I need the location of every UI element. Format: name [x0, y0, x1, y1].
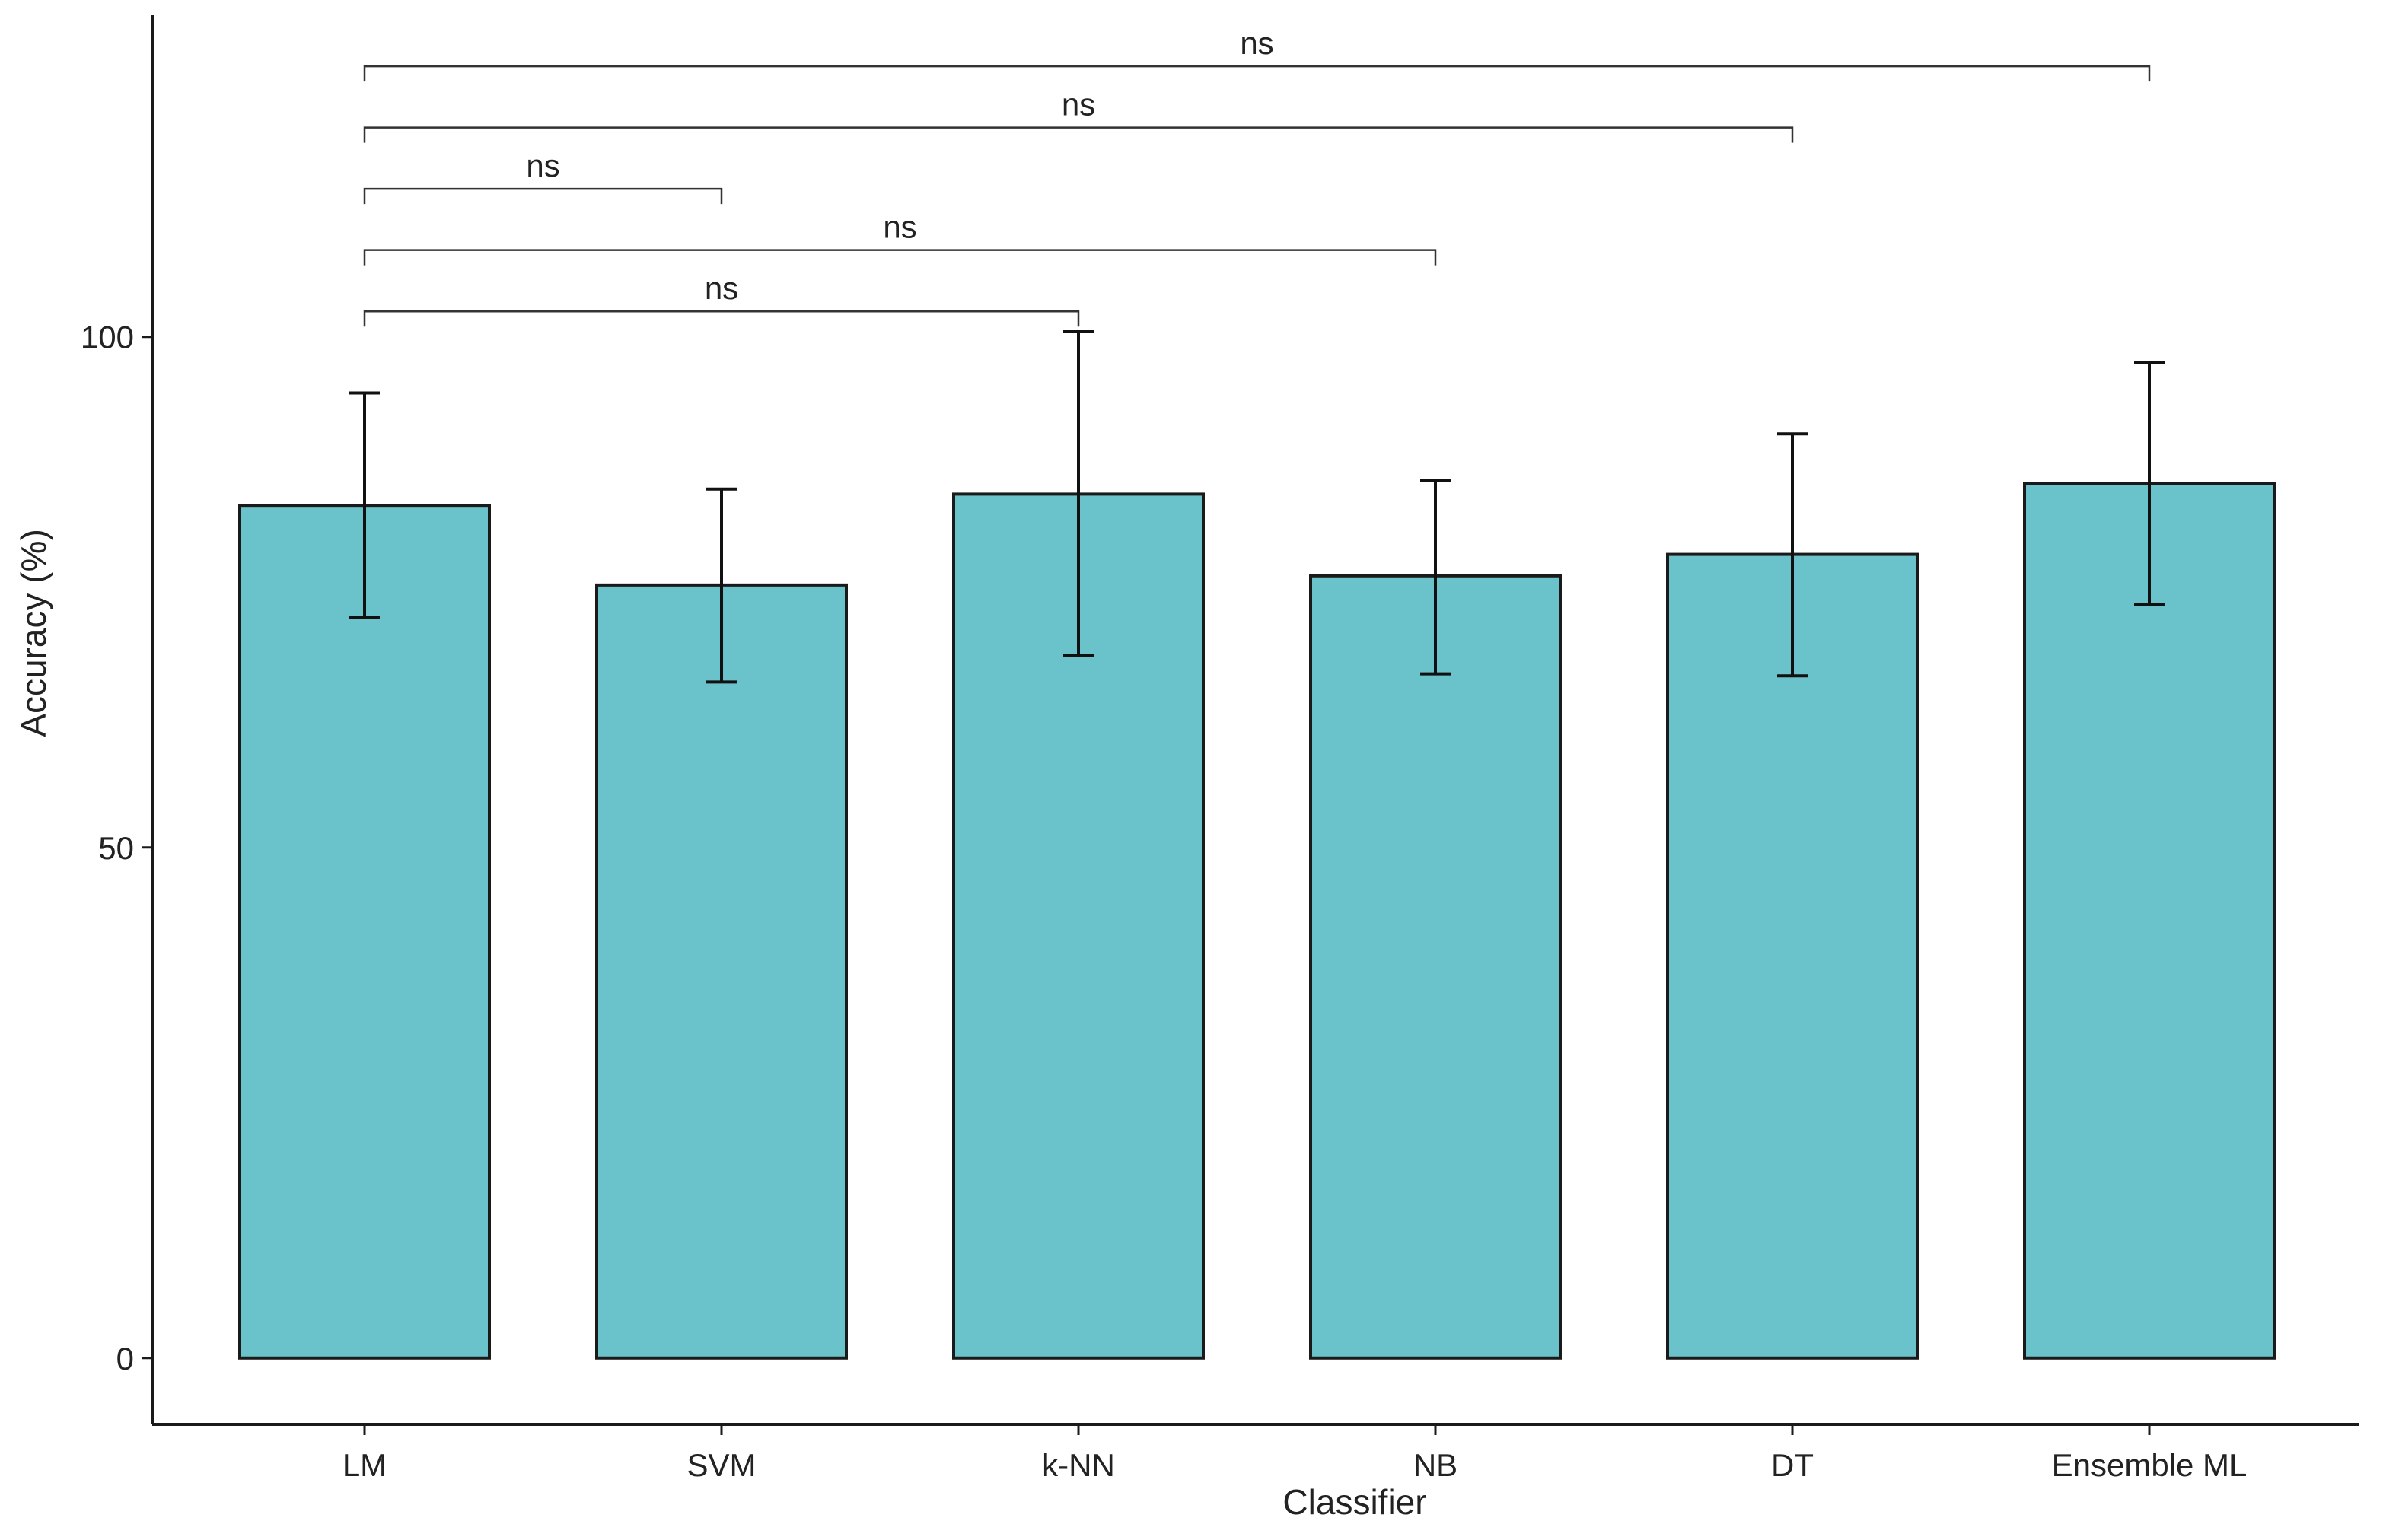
bar-ensemble-ml: [2023, 482, 2276, 1360]
y-tick-label: 0: [116, 1341, 134, 1376]
x-axis-title: Classifier: [1282, 1482, 1426, 1522]
significance-bracket: [363, 65, 2151, 82]
significance-brackets: ns ns ns ns ns: [363, 25, 2151, 327]
axes: [151, 15, 2359, 1426]
y-axis-title: Accuracy (%): [14, 529, 53, 737]
significance-bracket: [363, 187, 723, 205]
significance-bracket: [363, 249, 1437, 266]
significance-label: ns: [526, 148, 559, 183]
x-tick-label: Ensemble ML: [2052, 1447, 2247, 1483]
significance-bracket: [363, 126, 1794, 143]
x-ticks: LM SVM k-NN NB DT Ensemble ML: [342, 1424, 2247, 1483]
x-tick-label: LM: [342, 1447, 387, 1483]
significance-label: ns: [1062, 87, 1095, 123]
significance-bracket: [363, 310, 1080, 327]
y-tick-label: 50: [98, 830, 134, 866]
bar-dt: [1666, 552, 1919, 1360]
x-tick-label: NB: [1413, 1447, 1457, 1483]
x-tick-label: DT: [1771, 1447, 1814, 1483]
y-ticks: 0 50 100: [81, 320, 152, 1376]
bar-nb: [1309, 574, 1562, 1360]
bar-lm: [238, 504, 491, 1360]
significance-label: ns: [883, 209, 916, 245]
bar-svm: [595, 583, 848, 1360]
x-tick-label: SVM: [686, 1447, 756, 1483]
x-tick-label: k-NN: [1042, 1447, 1115, 1483]
significance-label: ns: [1240, 25, 1273, 61]
y-tick-label: 100: [81, 320, 134, 355]
error-bars: [349, 330, 2165, 684]
significance-label: ns: [705, 270, 738, 306]
bars: [238, 482, 2276, 1360]
